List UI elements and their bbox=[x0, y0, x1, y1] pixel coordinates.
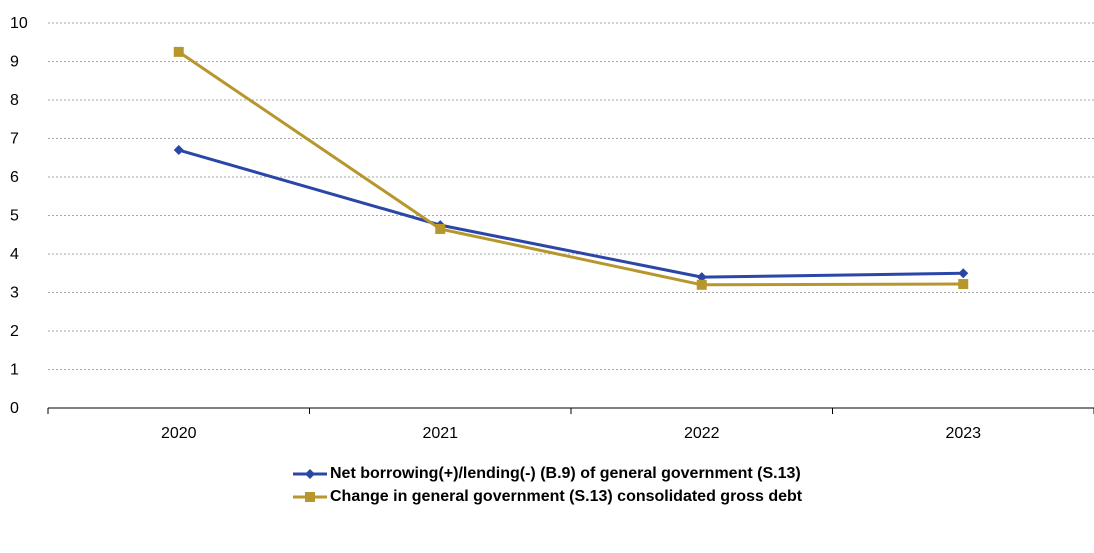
series-0-point-2022 bbox=[696, 272, 707, 283]
y-tick-label-9: 9 bbox=[10, 54, 19, 71]
series-line-1 bbox=[177, 50, 964, 287]
grid-lines bbox=[48, 22, 1094, 370]
y-tick-label-5: 5 bbox=[10, 208, 19, 225]
legend-item-change-in-debt: Change in general government (S.13) cons… bbox=[292, 487, 912, 506]
series-1-point-2023 bbox=[958, 279, 969, 290]
legend-label-net-borrowing: Net borrowing(+)/lending(-) (B.9) of gen… bbox=[330, 465, 801, 482]
legend-item-net-borrowing: Net borrowing(+)/lending(-) (B.9) of gen… bbox=[292, 464, 912, 483]
y-tick-label-3: 3 bbox=[10, 285, 19, 302]
y-axis: 0 1 2 3 4 5 6 7 8 9 10 bbox=[10, 15, 28, 417]
y-tick-label-1: 1 bbox=[10, 362, 19, 379]
y-tick-label-10: 10 bbox=[10, 15, 28, 32]
y-tick-label-6: 6 bbox=[10, 169, 19, 186]
x-tick-label-2022: 2022 bbox=[684, 425, 720, 442]
x-tick-label-2021: 2021 bbox=[422, 425, 458, 442]
y-tick-label-7: 7 bbox=[10, 131, 19, 148]
series-1-point-2020 bbox=[173, 46, 184, 57]
series-1-point-2021 bbox=[435, 223, 446, 234]
legend: Net borrowing(+)/lending(-) (B.9) of gen… bbox=[292, 464, 912, 510]
legend-swatch-change-in-debt bbox=[293, 492, 327, 502]
y-tick-label-0: 0 bbox=[10, 400, 19, 417]
y-tick-label-2: 2 bbox=[10, 323, 19, 340]
y-tick-label-4: 4 bbox=[10, 246, 19, 263]
series-0-point-2020 bbox=[173, 145, 184, 156]
line-chart: 0 1 2 3 4 5 6 7 8 9 10 2020 2021 2022 2023 bbox=[10, 15, 1094, 442]
y-tick-label-8: 8 bbox=[10, 92, 19, 109]
legend-swatch-net-borrowing bbox=[293, 469, 327, 479]
x-tick-label-2023: 2023 bbox=[945, 425, 981, 442]
legend-label-change-in-debt: Change in general government (S.13) cons… bbox=[330, 488, 803, 505]
series-1-point-2022 bbox=[696, 279, 707, 290]
x-axis: 2020 2021 2022 2023 bbox=[47, 407, 1094, 442]
x-tick-label-2020: 2020 bbox=[161, 425, 197, 442]
series-line-0 bbox=[178, 148, 964, 279]
series-group bbox=[173, 46, 969, 290]
series-0-point-2023 bbox=[958, 268, 969, 279]
